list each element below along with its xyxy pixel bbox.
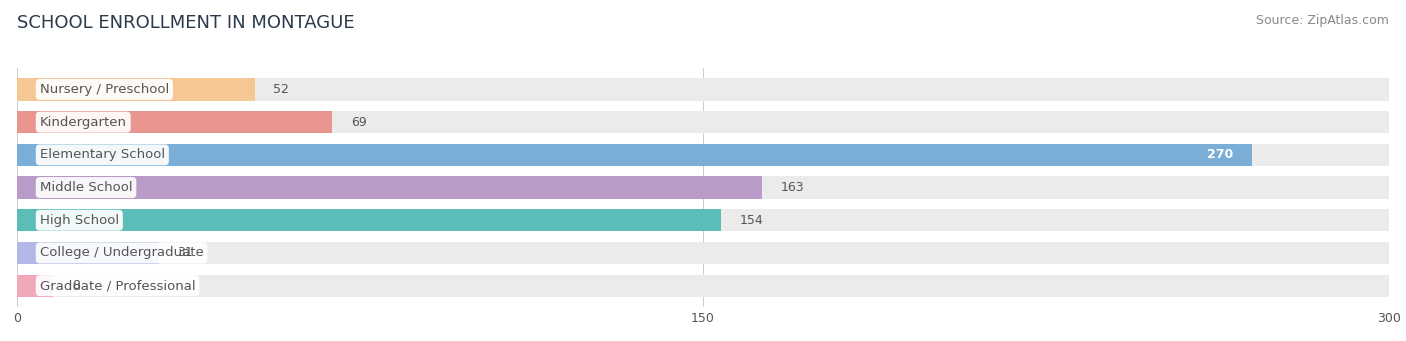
Text: 69: 69 (350, 116, 367, 129)
Bar (17, 242, 1389, 264)
Text: SCHOOL ENROLLMENT IN MONTAGUE: SCHOOL ENROLLMENT IN MONTAGUE (17, 14, 354, 32)
Text: 270: 270 (1208, 148, 1233, 161)
Bar (17, 275, 53, 297)
Text: Nursery / Preschool: Nursery / Preschool (39, 83, 169, 96)
Bar (17, 78, 1389, 101)
Text: Kindergarten: Kindergarten (39, 116, 127, 129)
Bar (17, 78, 254, 101)
Text: 163: 163 (780, 181, 804, 194)
Text: Graduate / Professional: Graduate / Professional (39, 279, 195, 292)
Bar (17, 111, 1389, 133)
Bar (17, 176, 762, 199)
Bar (17, 176, 1389, 199)
Bar (17, 144, 1251, 166)
Text: 31: 31 (177, 247, 193, 260)
Text: 52: 52 (273, 83, 288, 96)
Text: 8: 8 (72, 279, 80, 292)
Text: Source: ZipAtlas.com: Source: ZipAtlas.com (1256, 14, 1389, 27)
Text: Elementary School: Elementary School (39, 148, 165, 161)
Text: 154: 154 (740, 214, 763, 227)
Text: College / Undergraduate: College / Undergraduate (39, 247, 204, 260)
Bar (17, 209, 1389, 231)
Bar (17, 275, 1389, 297)
Bar (17, 144, 1389, 166)
Text: Middle School: Middle School (39, 181, 132, 194)
Bar (17, 111, 332, 133)
Text: High School: High School (39, 214, 120, 227)
Bar (17, 209, 721, 231)
Bar (17, 242, 159, 264)
